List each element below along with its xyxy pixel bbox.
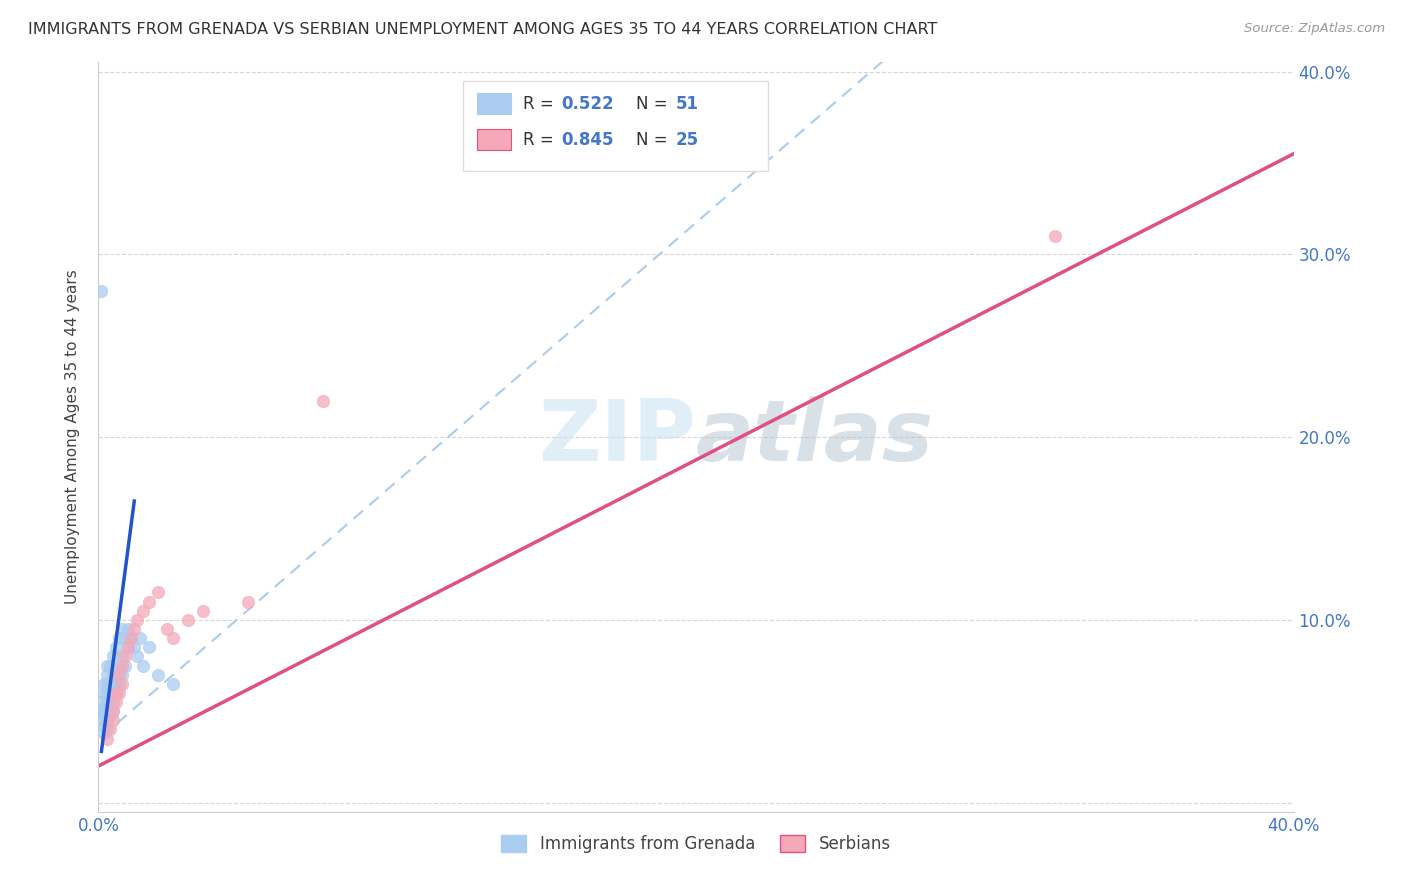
Y-axis label: Unemployment Among Ages 35 to 44 years: Unemployment Among Ages 35 to 44 years — [65, 269, 80, 605]
Point — [103, 704, 125, 718]
Point — [236, 594, 259, 608]
Point — [98, 658, 122, 673]
Point — [148, 667, 170, 681]
Point — [114, 631, 136, 645]
Point — [111, 658, 134, 673]
Point — [103, 695, 125, 709]
Point — [96, 731, 118, 746]
Point — [108, 677, 131, 691]
Point — [105, 686, 128, 700]
Point — [93, 726, 115, 740]
Text: ZIP: ZIP — [538, 395, 696, 479]
Point — [105, 667, 128, 681]
Point — [98, 695, 122, 709]
Text: atlas: atlas — [696, 395, 934, 479]
Point — [132, 658, 155, 673]
Point — [98, 707, 122, 722]
Point — [120, 631, 142, 645]
Point — [103, 704, 125, 718]
Point — [98, 686, 122, 700]
Point — [105, 640, 128, 655]
Point — [111, 622, 134, 636]
Point — [114, 649, 136, 664]
Point — [103, 686, 125, 700]
Point — [105, 695, 128, 709]
Point — [311, 393, 333, 408]
Point — [138, 594, 160, 608]
Point — [93, 700, 115, 714]
Point — [162, 631, 184, 645]
Point — [108, 631, 131, 645]
Point — [93, 686, 115, 700]
Point — [108, 686, 131, 700]
FancyBboxPatch shape — [477, 129, 510, 150]
Point — [138, 640, 160, 655]
Point — [98, 677, 122, 691]
Point — [1043, 229, 1066, 244]
Point — [96, 695, 118, 709]
Text: N =: N = — [637, 95, 673, 112]
Point — [93, 707, 115, 722]
FancyBboxPatch shape — [477, 93, 510, 114]
Point — [96, 658, 118, 673]
Point — [108, 667, 131, 681]
Point — [156, 622, 179, 636]
Point — [105, 677, 128, 691]
Point — [105, 686, 128, 700]
Point — [127, 613, 149, 627]
Text: 0.845: 0.845 — [561, 130, 613, 149]
Point — [96, 677, 118, 691]
Point — [191, 604, 214, 618]
Point — [96, 714, 118, 728]
Point — [103, 714, 125, 728]
Point — [96, 686, 118, 700]
Point — [162, 677, 184, 691]
Legend: Immigrants from Grenada, Serbians: Immigrants from Grenada, Serbians — [495, 828, 897, 860]
Point — [120, 631, 142, 645]
Point — [124, 622, 146, 636]
Point — [90, 704, 112, 718]
Point — [177, 613, 200, 627]
Text: N =: N = — [637, 130, 673, 149]
Point — [90, 695, 112, 709]
Point — [103, 667, 125, 681]
Point — [103, 677, 125, 691]
Point — [93, 719, 115, 733]
Point — [111, 677, 134, 691]
Point — [96, 723, 118, 737]
Point — [124, 640, 146, 655]
Text: R =: R = — [523, 95, 558, 112]
Point — [111, 667, 134, 681]
Point — [129, 631, 152, 645]
Point — [90, 714, 112, 728]
Point — [108, 658, 131, 673]
Point — [132, 604, 155, 618]
Point — [96, 704, 118, 718]
FancyBboxPatch shape — [463, 81, 768, 171]
Point — [117, 640, 139, 655]
Point — [127, 649, 149, 664]
Text: 0.522: 0.522 — [561, 95, 613, 112]
Point — [98, 723, 122, 737]
Point — [93, 677, 115, 691]
Point — [96, 667, 118, 681]
Point — [114, 658, 136, 673]
Point — [117, 640, 139, 655]
Text: Source: ZipAtlas.com: Source: ZipAtlas.com — [1244, 22, 1385, 36]
Text: IMMIGRANTS FROM GRENADA VS SERBIAN UNEMPLOYMENT AMONG AGES 35 TO 44 YEARS CORREL: IMMIGRANTS FROM GRENADA VS SERBIAN UNEMP… — [28, 22, 938, 37]
Point — [111, 649, 134, 664]
Point — [148, 585, 170, 599]
Point — [117, 622, 139, 636]
Point — [103, 649, 125, 664]
Text: R =: R = — [523, 130, 558, 149]
Text: 25: 25 — [676, 130, 699, 149]
Point — [90, 284, 112, 298]
Text: 51: 51 — [676, 95, 699, 112]
